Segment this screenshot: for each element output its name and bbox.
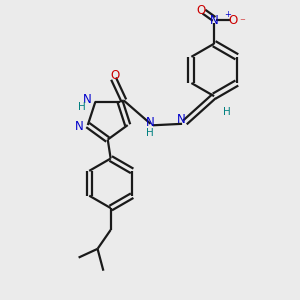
Text: ⁻: ⁻ (239, 17, 245, 27)
Text: O: O (110, 69, 120, 82)
Text: N: N (177, 113, 186, 126)
Text: H: H (146, 128, 154, 138)
Text: O: O (196, 4, 206, 17)
Text: +: + (224, 10, 231, 19)
Text: H: H (223, 107, 231, 117)
Text: O: O (228, 14, 238, 27)
Text: N: N (210, 14, 218, 27)
Text: N: N (146, 116, 154, 130)
Text: N: N (83, 93, 92, 106)
Text: N: N (75, 120, 84, 133)
Text: H: H (78, 102, 86, 112)
